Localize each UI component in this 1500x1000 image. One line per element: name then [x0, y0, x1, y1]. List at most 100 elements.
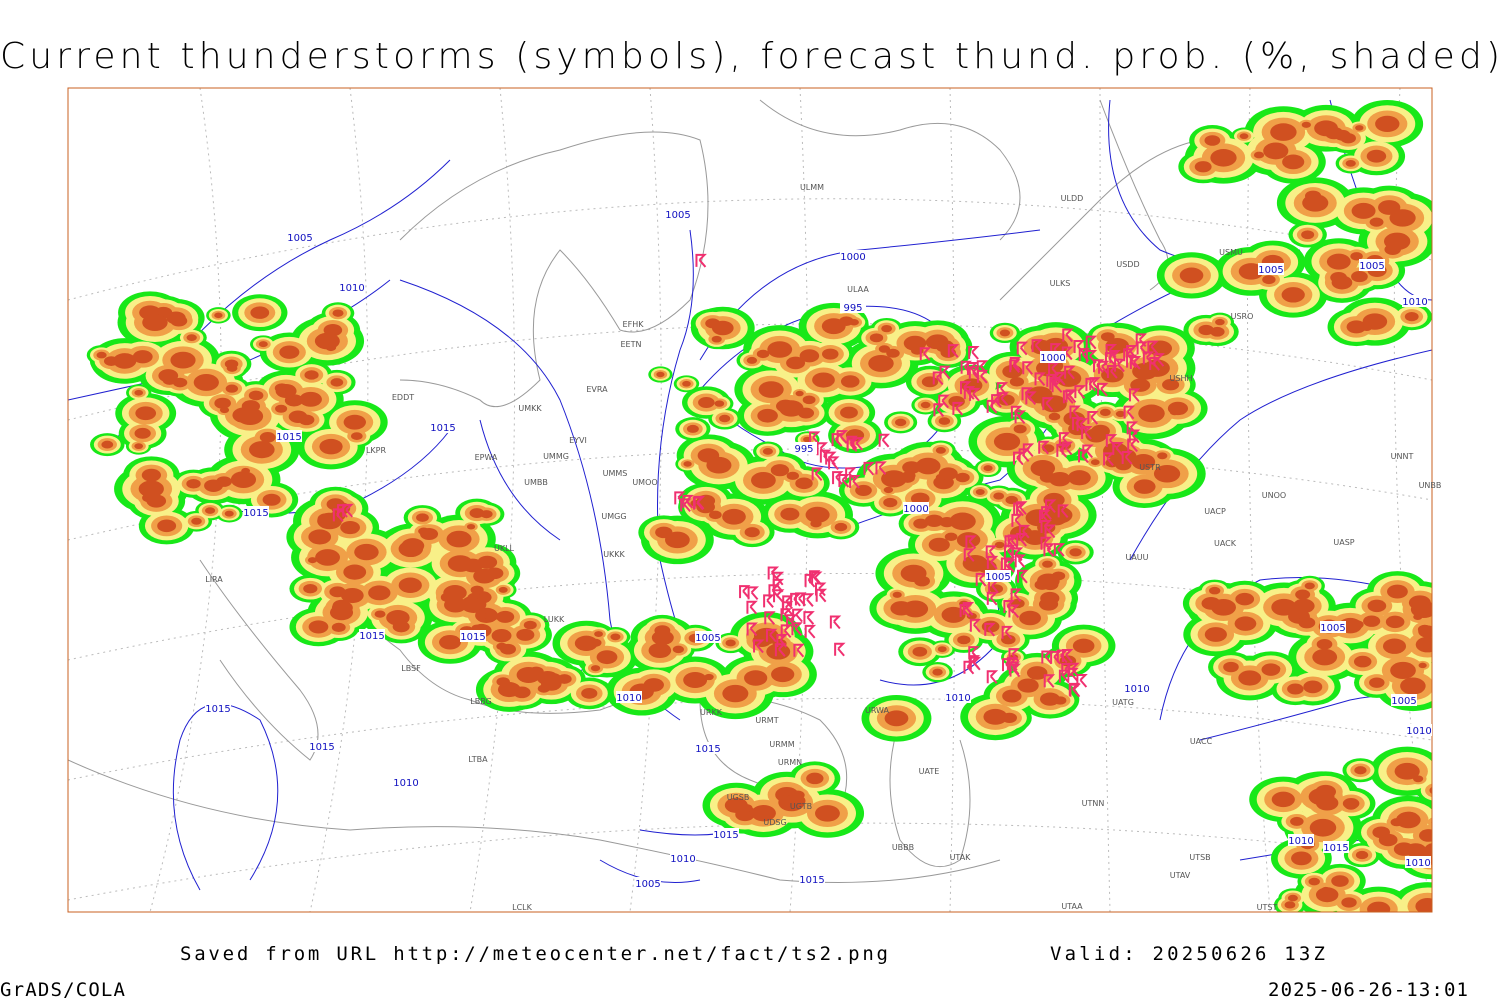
label-box: [695, 742, 721, 754]
storm-symbol: [342, 503, 354, 518]
label-box: [1323, 841, 1349, 853]
storm-symbol: [1014, 554, 1027, 569]
station-label: UMMS: [603, 469, 628, 478]
storm-symbol: [1127, 438, 1139, 453]
storm-symbol: [1061, 662, 1073, 677]
station-label: URKK: [700, 708, 723, 717]
isobar-label: 1005: [1359, 261, 1384, 272]
probability-area: [744, 527, 760, 538]
probability-area: [204, 479, 223, 492]
probability-area: [325, 344, 337, 352]
probability-area: [1284, 901, 1296, 909]
probability-area: [157, 519, 177, 533]
probability-area: [279, 345, 300, 359]
probability-area: [1316, 639, 1333, 650]
probability-area: [932, 668, 943, 676]
probability-area: [1393, 842, 1415, 856]
probability-area: [711, 320, 734, 336]
probability-area: [682, 380, 691, 387]
probability-area: [756, 349, 770, 359]
probability-area: [1053, 696, 1067, 705]
storm-symbol: [1056, 443, 1068, 458]
label-box: [616, 691, 642, 703]
probability-area: [329, 604, 354, 621]
storm-symbol: [996, 382, 1009, 396]
probability-area: [1367, 599, 1387, 613]
isobar-label: 1005: [1258, 265, 1283, 276]
station-label: EPWA: [475, 453, 498, 462]
storm-symbol: [793, 643, 805, 658]
probability-area: [1351, 271, 1368, 283]
station-label: UTSB: [1189, 853, 1210, 862]
probability-area: [574, 635, 598, 651]
probability-area: [1301, 121, 1311, 128]
probability-area: [1157, 452, 1168, 460]
graticule: [68, 88, 1432, 912]
station-label: USDD: [1116, 260, 1139, 269]
probability-area: [496, 610, 515, 623]
probability-area: [686, 424, 699, 433]
coastline: [759, 99, 1021, 241]
probability-area: [1291, 851, 1312, 866]
station-label: UMOO: [632, 478, 657, 487]
isobar-label: 1010: [339, 283, 364, 294]
probability-area: [214, 397, 231, 409]
probability-area: [516, 666, 541, 683]
probability-area: [1355, 125, 1364, 131]
storm-symbol: [832, 471, 844, 485]
probability-area: [1400, 677, 1426, 695]
meridian: [149, 88, 222, 912]
probability-area: [225, 384, 239, 393]
probability-area: [1209, 586, 1221, 595]
probability-area: [343, 564, 367, 580]
station-label: URMT: [755, 716, 778, 725]
probability-area: [1091, 424, 1110, 438]
label-box: [205, 702, 231, 714]
probability-area: [1304, 582, 1315, 590]
probability-area: [1295, 589, 1311, 600]
label-box: [243, 506, 269, 518]
probability-area: [224, 510, 234, 517]
probability-area: [186, 334, 197, 342]
probability-area: [1030, 460, 1056, 477]
probability-area: [224, 359, 239, 369]
isobar-label: 995: [794, 444, 813, 455]
storm-symbol: [968, 345, 980, 360]
station-label: LTBA: [468, 755, 488, 764]
station-label: UTNN: [1082, 799, 1105, 808]
isobar-label: 1015: [460, 632, 485, 643]
label-box: [1391, 694, 1417, 706]
storm-symbol: [695, 253, 707, 268]
storm-symbol: [747, 586, 760, 600]
label-box: [460, 630, 486, 642]
probability-area: [1281, 287, 1305, 303]
probability-area: [1429, 786, 1432, 794]
isobar-label: 1010: [393, 778, 418, 789]
probability-area: [343, 414, 366, 430]
station-label: LBBG: [470, 697, 492, 706]
storm-symbol: [794, 592, 807, 607]
probability-area: [134, 389, 144, 396]
station-label: UTAV: [1170, 871, 1191, 880]
probability-area: [1309, 818, 1337, 837]
storm-symbol: [975, 572, 988, 587]
label-box: [309, 740, 335, 752]
probability-area: [714, 400, 725, 407]
isobar-label: 1005: [665, 210, 690, 221]
storm-symbol: [1085, 350, 1098, 364]
probability-area: [113, 353, 137, 369]
probability-area: [786, 356, 806, 370]
label-box: [1258, 263, 1284, 275]
probability-area: [1425, 783, 1432, 798]
storm-symbol: [849, 475, 861, 489]
probability-area: [983, 465, 993, 472]
storm-symbol: [804, 624, 817, 639]
probability-area: [540, 677, 562, 691]
probability-area: [340, 587, 364, 604]
storm-symbol: [1103, 452, 1115, 467]
station-label: EFHK: [623, 320, 645, 329]
probability-area: [1419, 829, 1432, 842]
storm-symbol: [1062, 328, 1074, 343]
probability-area: [354, 543, 379, 561]
storm-symbol: [968, 366, 981, 380]
